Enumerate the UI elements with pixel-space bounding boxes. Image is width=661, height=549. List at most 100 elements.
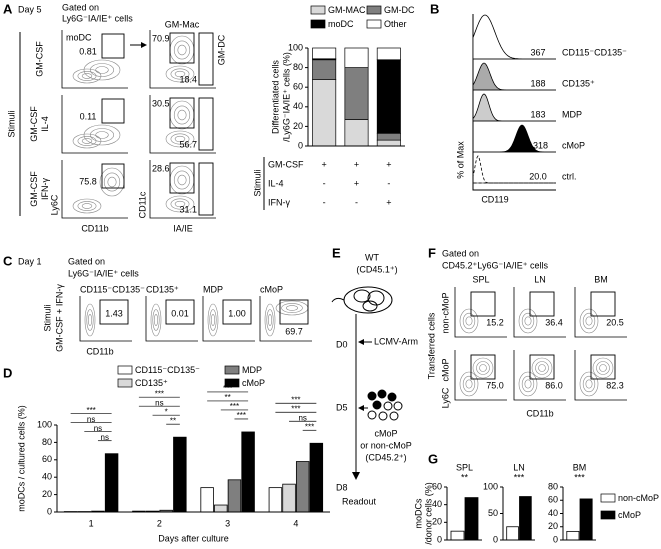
plot-title: MDP (203, 284, 223, 294)
plot-title: cMoP (260, 284, 283, 294)
contour (264, 303, 276, 337)
gate (279, 299, 309, 325)
axis-label: IA/IE (173, 223, 193, 233)
gate (101, 163, 125, 189)
legend-swatch (117, 365, 133, 375)
population-label: CD115⁻CD135⁻ (562, 47, 627, 57)
plot-axes (454, 287, 507, 338)
chart-title: SPL (456, 462, 473, 472)
y-axis-label: Differentiated cells (270, 60, 280, 134)
gate (470, 354, 496, 380)
bar (579, 498, 593, 541)
contour (599, 364, 607, 372)
side-label: Stimuli (6, 110, 16, 137)
contour (281, 303, 303, 313)
gate-value: 30.5 (152, 98, 170, 108)
mouse-icon (331, 286, 393, 314)
mfi-value: 188 (530, 78, 545, 88)
bar (227, 479, 242, 513)
panel-label: G (428, 451, 438, 466)
y-tick-label: 50 (488, 508, 498, 518)
contour (174, 70, 186, 78)
cell-cluster (367, 389, 403, 421)
contour (479, 364, 487, 372)
contour (518, 308, 538, 334)
y-tick-label: 20 (432, 517, 442, 527)
mfi-value: 183 (530, 109, 545, 119)
contour (95, 131, 109, 139)
legend-swatch (366, 5, 382, 15)
contour (153, 314, 159, 326)
row-label: IFN-γ (40, 178, 50, 200)
gate (101, 98, 125, 124)
contour (174, 135, 186, 143)
gate-text: Gated on (68, 256, 105, 266)
bar (282, 483, 296, 513)
gate-text: Gated on (442, 248, 479, 258)
gate (222, 299, 252, 325)
gate (169, 162, 195, 194)
contour (592, 357, 614, 379)
contour (86, 309, 94, 331)
y-tick-label: 40 (293, 101, 303, 111)
gate (590, 291, 616, 317)
contour (173, 40, 191, 60)
axis-label: Ly6C (440, 387, 450, 408)
bar (268, 487, 283, 513)
plot-axes (79, 296, 132, 342)
plot-axes (61, 95, 128, 154)
population-label: MDP (562, 109, 582, 119)
arrowhead (358, 405, 364, 411)
legend-label: non-cMoP (618, 493, 659, 503)
plot-axes (259, 296, 312, 342)
timeline-arrow (352, 472, 360, 480)
significance: *** (305, 422, 314, 431)
gate-name: GM-DC (216, 34, 226, 65)
bar-segment (312, 47, 337, 60)
legend-swatch (224, 365, 240, 375)
bar (309, 442, 324, 513)
contour (165, 195, 195, 213)
x-tick-label: 1 (89, 518, 94, 528)
gate-value: 0.11 (80, 111, 97, 121)
column-title: BM (594, 274, 608, 284)
contour (465, 316, 473, 326)
stimulus-mark: + (386, 159, 391, 169)
gate-value: 86.0 (545, 380, 563, 390)
day-label: D8 (336, 482, 348, 492)
stimulus-mark: - (387, 178, 390, 188)
gate-value: 75.0 (486, 380, 504, 390)
plot-axes (145, 296, 198, 342)
population-label: cMoP (562, 140, 585, 150)
significance: ** (225, 393, 231, 402)
gate-value: 0.81 (79, 46, 97, 56)
legend-swatch (117, 378, 133, 388)
contour (579, 308, 599, 334)
gate-value: 15.2 (486, 317, 504, 327)
contour (174, 200, 186, 208)
gate-value: 36.4 (545, 317, 563, 327)
transfer-label: (CD45.2⁺) (365, 452, 406, 462)
bar-segment (376, 59, 401, 134)
column-title: LN (534, 274, 546, 284)
arrowhead (358, 339, 364, 345)
plot-axes (513, 350, 566, 401)
panel-label: C (3, 253, 13, 268)
contour (77, 136, 97, 146)
legend-label: CD115⁻CD135⁻ (135, 365, 200, 375)
contour (152, 309, 160, 331)
bar (173, 436, 187, 513)
gate (590, 354, 616, 380)
axis-label: % of Max (455, 141, 465, 179)
plot-axes (149, 30, 216, 89)
column-title: SPL (472, 274, 489, 284)
legend-label: cMoP (242, 378, 265, 388)
y-tick-label: 20 (293, 121, 303, 131)
legend-swatch (224, 378, 240, 388)
gate-name: GM-Mac (165, 19, 200, 29)
contour (462, 312, 476, 330)
plot-title: CD135⁺ (146, 284, 179, 294)
bar (200, 487, 214, 513)
contour (596, 361, 610, 375)
row-label: IL-4 (40, 116, 50, 132)
